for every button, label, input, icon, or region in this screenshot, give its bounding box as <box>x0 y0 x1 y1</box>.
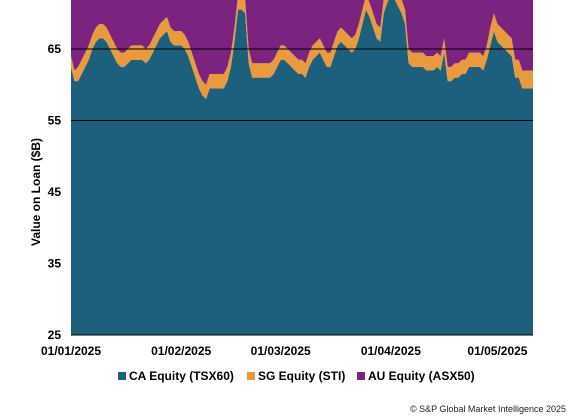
y-tick-label: 25 <box>48 328 62 342</box>
y-tick-label: 35 <box>48 257 62 271</box>
plot-area: 25 35 45 55 65 01/01/2025 01/02/2025 01/03/202… <box>41 0 533 358</box>
x-tick-label: 01/04/2025 <box>361 344 421 358</box>
legend-label: AU Equity (ASX50) <box>368 369 475 383</box>
y-tick-label: 65 <box>48 42 62 56</box>
area-ca-equity-tsx60 <box>71 0 533 335</box>
legend-label: SG Equity (STI) <box>258 369 345 383</box>
x-tick-label: 01/01/2025 <box>41 344 101 358</box>
y-tick-label: 45 <box>48 185 62 199</box>
legend-swatch <box>247 372 255 380</box>
x-tick-label: 01/02/2025 <box>151 344 211 358</box>
gridlines <box>71 48 533 121</box>
legend-label: CA Equity (TSX60) <box>129 369 234 383</box>
y-axis-label: Value on Loan ($B) <box>29 138 43 246</box>
credit-text: © S&P Global Market Intelligence 2025 <box>410 404 566 414</box>
legend-swatch <box>357 372 365 380</box>
x-tick-label: 01/03/2025 <box>251 344 311 358</box>
legend-swatch <box>118 372 126 380</box>
y-tick-label: 55 <box>48 114 62 128</box>
x-tick-label: 01/05/2025 <box>467 344 527 358</box>
area-au-equity-asx50 <box>71 0 533 85</box>
legend: CA Equity (TSX60) SG Equity (STI) AU Equit… <box>118 369 475 383</box>
y-tick-labels: 25 35 45 55 65 <box>48 42 62 342</box>
area-series-group <box>71 0 533 335</box>
x-tick-labels: 01/01/2025 01/02/2025 01/03/2025 01/04/2025… <box>41 344 528 358</box>
